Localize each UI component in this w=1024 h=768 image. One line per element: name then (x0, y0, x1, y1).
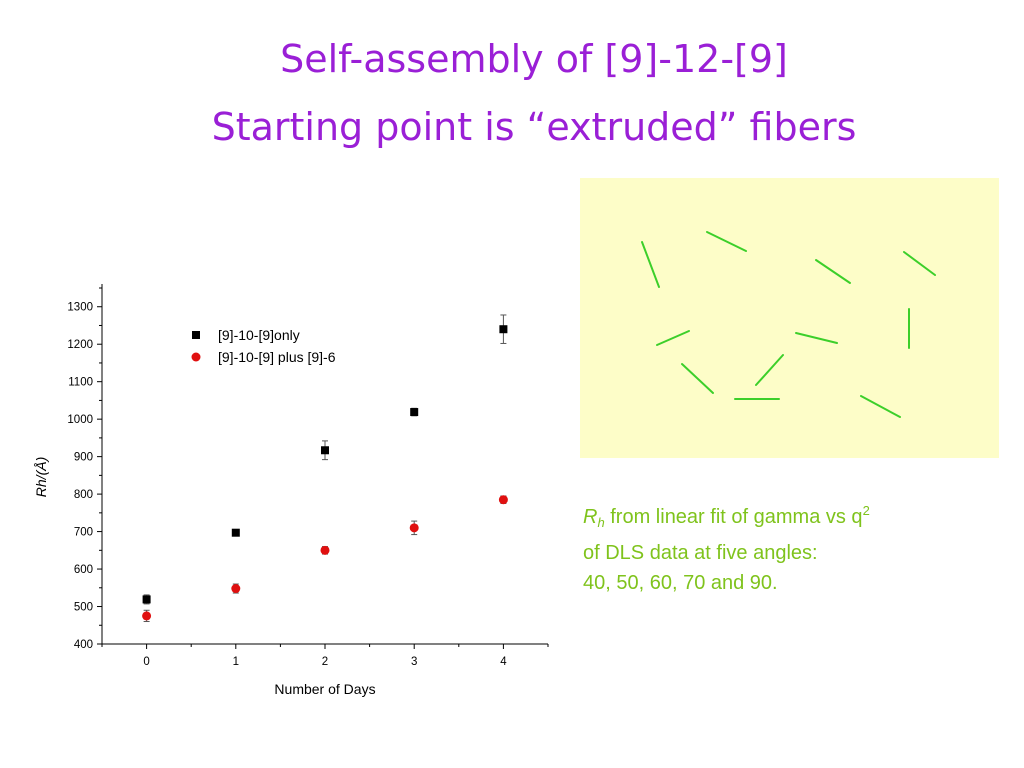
chart-ticks: 400 500 600 700 800 900 1000 1100 1200 1300 0 1 2 3 4 (67, 287, 549, 668)
legend-entry: [9]-10-[9]only (218, 327, 300, 343)
y-tick-label: 700 (74, 527, 93, 539)
data-point-circle (498, 495, 508, 505)
x-tick-label: 1 (233, 656, 239, 668)
data-point-square (231, 528, 240, 537)
data-point-circle (142, 611, 152, 621)
q-superscript: 2 (862, 503, 870, 518)
y-axis-label: Rh/(Å) (33, 457, 49, 497)
y-tick-label: 800 (74, 489, 93, 501)
dls-caption: Rh from linear fit of gamma vs q2 of DLS… (583, 496, 1013, 598)
fiber-illustration-panel (580, 178, 999, 458)
fiber-segment (681, 363, 714, 394)
extruded-fibers-drawing (641, 231, 936, 418)
x-tick-label: 4 (500, 656, 507, 668)
fiber-segment (815, 259, 851, 284)
chart-marks (142, 314, 508, 623)
y-tick-label: 1200 (67, 339, 93, 351)
chart-legend: [9]-10-[9]only [9]-10-[9] plus [9]-6 (191, 327, 336, 365)
rh-subscript: h (597, 515, 605, 530)
caption-line-1-text: from linear fit of gamma vs q (604, 506, 863, 528)
legend-marker-circle (191, 352, 201, 362)
rh-symbol: Rh (583, 506, 605, 530)
caption-line-1: Rh from linear fit of gamma vs q2 (583, 496, 1013, 538)
x-tick-label: 0 (143, 656, 149, 668)
data-point-square (321, 446, 329, 455)
fiber-segment (795, 332, 838, 344)
x-tick-label: 2 (322, 656, 328, 668)
data-point-square (142, 595, 151, 604)
data-point-square (410, 408, 419, 417)
x-tick-label: 3 (411, 656, 417, 668)
y-tick-label: 1000 (67, 414, 93, 426)
slide-title-line-2: Starting point is “extruded” fibers (211, 105, 857, 149)
y-tick-label: 400 (74, 639, 93, 651)
fiber-segment (706, 231, 747, 252)
y-tick-label: 900 (74, 452, 93, 464)
y-tick-label: 1100 (68, 377, 93, 389)
y-tick-label: 1300 (67, 302, 93, 314)
fiber-segment (860, 395, 901, 418)
caption-line-2: of DLS data at five angles: (583, 542, 818, 564)
chart-axes (101, 284, 548, 645)
legend-entry: [9]-10-[9] plus [9]-6 (218, 349, 336, 365)
data-point-circle (231, 584, 241, 594)
legend-marker-square (192, 331, 200, 339)
fiber-segment (903, 251, 936, 276)
fiber-segment (656, 330, 690, 346)
caption-line-3: 40, 50, 60, 70 and 90. (583, 572, 778, 594)
data-point-circle (409, 523, 419, 533)
slide-title-line-1: Self-assembly of [9]-12-[9] (280, 37, 788, 81)
y-tick-label: 600 (74, 564, 93, 576)
data-point-circle (320, 545, 330, 555)
fiber-segment (641, 241, 660, 288)
data-point-square (499, 325, 508, 334)
x-axis-label: Number of Days (274, 681, 375, 697)
fiber-segment (755, 354, 784, 386)
y-tick-label: 500 (74, 602, 93, 614)
